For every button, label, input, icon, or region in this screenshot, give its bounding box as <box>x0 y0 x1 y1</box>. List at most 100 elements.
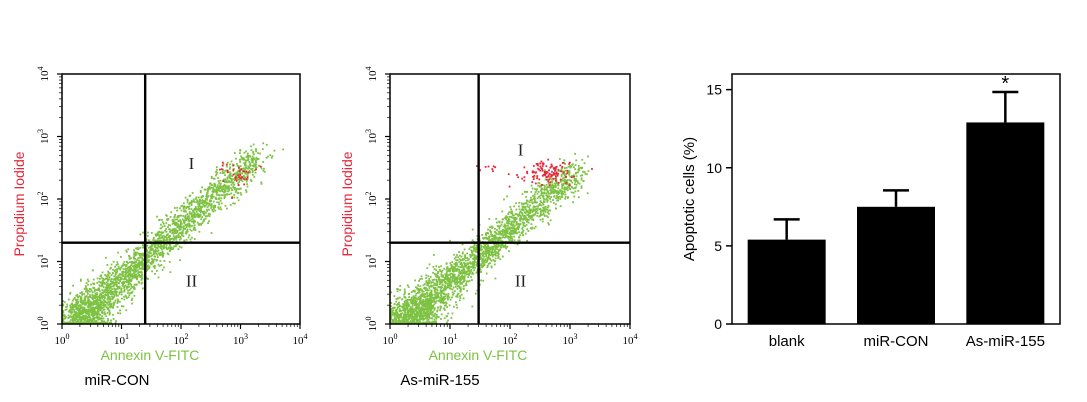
scatter-point <box>467 265 470 268</box>
scatter-point <box>497 245 500 248</box>
scatter-point <box>415 314 418 317</box>
scatter-point <box>133 288 136 291</box>
scatter-point <box>394 306 396 309</box>
scatter-point <box>179 228 182 231</box>
scatter-point <box>251 158 254 160</box>
scatter-point <box>163 225 166 227</box>
scatter-point <box>84 296 87 299</box>
y-tick-label: 104 <box>36 67 51 82</box>
scatter-point <box>84 314 87 317</box>
scatter-point <box>508 215 511 218</box>
scatter-point <box>548 186 551 189</box>
scatter-point <box>94 296 97 298</box>
scatter-point <box>463 265 466 268</box>
scatter-point <box>447 312 450 315</box>
scatter-point <box>141 258 144 260</box>
scatter-point <box>101 301 104 304</box>
scatter-point <box>404 311 407 314</box>
scatter-point <box>507 235 510 238</box>
scatter-point <box>156 215 158 218</box>
scatter-point <box>241 180 244 182</box>
scatter-point <box>481 260 483 262</box>
scatter-point <box>113 290 116 293</box>
scatter-point <box>465 273 468 276</box>
scatter-point <box>101 312 104 314</box>
scatter-point <box>123 288 126 291</box>
scatter-point <box>179 235 182 238</box>
scatter-point <box>133 276 135 279</box>
scatter-point <box>101 297 104 300</box>
scatter-point <box>436 296 439 299</box>
scatter-point <box>402 315 405 318</box>
scatter-point <box>142 263 145 266</box>
scatter-point <box>158 252 161 255</box>
scatter-point <box>452 265 455 268</box>
scatter-point <box>255 156 258 159</box>
scatter-point <box>234 177 237 180</box>
scatter-point <box>420 312 423 315</box>
scatter-point <box>435 300 438 302</box>
scatter-point <box>211 208 214 211</box>
scatter-point <box>76 309 79 311</box>
scatter-point <box>411 309 413 311</box>
scatter-point <box>518 239 521 242</box>
scatter-point <box>422 305 425 308</box>
scatter-point <box>433 272 436 275</box>
scatter-point <box>530 184 533 187</box>
scatter-point <box>98 294 101 297</box>
scatter-point <box>226 193 228 195</box>
scatter-point <box>197 196 200 199</box>
scatter-point <box>219 179 222 182</box>
scatter-point <box>198 200 201 203</box>
scatter-point <box>449 278 452 281</box>
scatter-point <box>224 189 227 192</box>
scatter-point <box>193 208 196 210</box>
scatter-point <box>445 272 448 275</box>
scatter-point <box>236 196 239 199</box>
scatter-point <box>62 311 65 313</box>
scatter-point <box>245 189 247 191</box>
scatter-point <box>428 298 431 301</box>
scatter-point <box>435 265 438 268</box>
scatter-point <box>190 229 193 232</box>
scatter-point <box>436 282 439 285</box>
scatter-point <box>165 237 168 240</box>
scatter-point <box>504 226 507 229</box>
scatter-point <box>482 260 485 263</box>
scatter-point <box>125 272 127 275</box>
scatter-point <box>148 252 151 254</box>
scatter-point <box>72 298 75 301</box>
scatter-point <box>520 231 523 234</box>
scatter-point <box>141 246 144 249</box>
scatter-point <box>504 244 507 247</box>
scatter-point <box>76 320 78 323</box>
scatter-point <box>169 231 172 233</box>
scatter-point <box>243 167 246 170</box>
scatter-point <box>249 164 251 166</box>
scatter-point <box>515 217 518 220</box>
scatter-point <box>193 219 196 222</box>
scatter-point <box>253 153 255 156</box>
scatter-point <box>407 310 410 313</box>
scatter-point <box>574 168 576 171</box>
scatter-point <box>430 310 432 312</box>
scatter-point <box>407 302 410 304</box>
scatter-point <box>244 162 246 165</box>
scatter-point <box>156 234 159 237</box>
scatter-point <box>87 298 90 301</box>
scatter-point <box>175 243 178 246</box>
scatter-point <box>170 246 173 249</box>
scatter-point <box>543 213 546 216</box>
scatter-point <box>103 313 106 316</box>
scatter-point <box>406 315 409 318</box>
scatter-point <box>250 158 253 161</box>
scatter-point <box>543 189 546 191</box>
scatter-point <box>246 159 249 162</box>
scatter-point <box>165 222 168 224</box>
scatter-point <box>206 215 209 218</box>
scatter-point <box>87 319 90 322</box>
scatter-point <box>142 287 144 290</box>
scatter-point <box>470 269 473 271</box>
scatter-point <box>581 174 584 177</box>
scatter-point <box>112 285 115 288</box>
